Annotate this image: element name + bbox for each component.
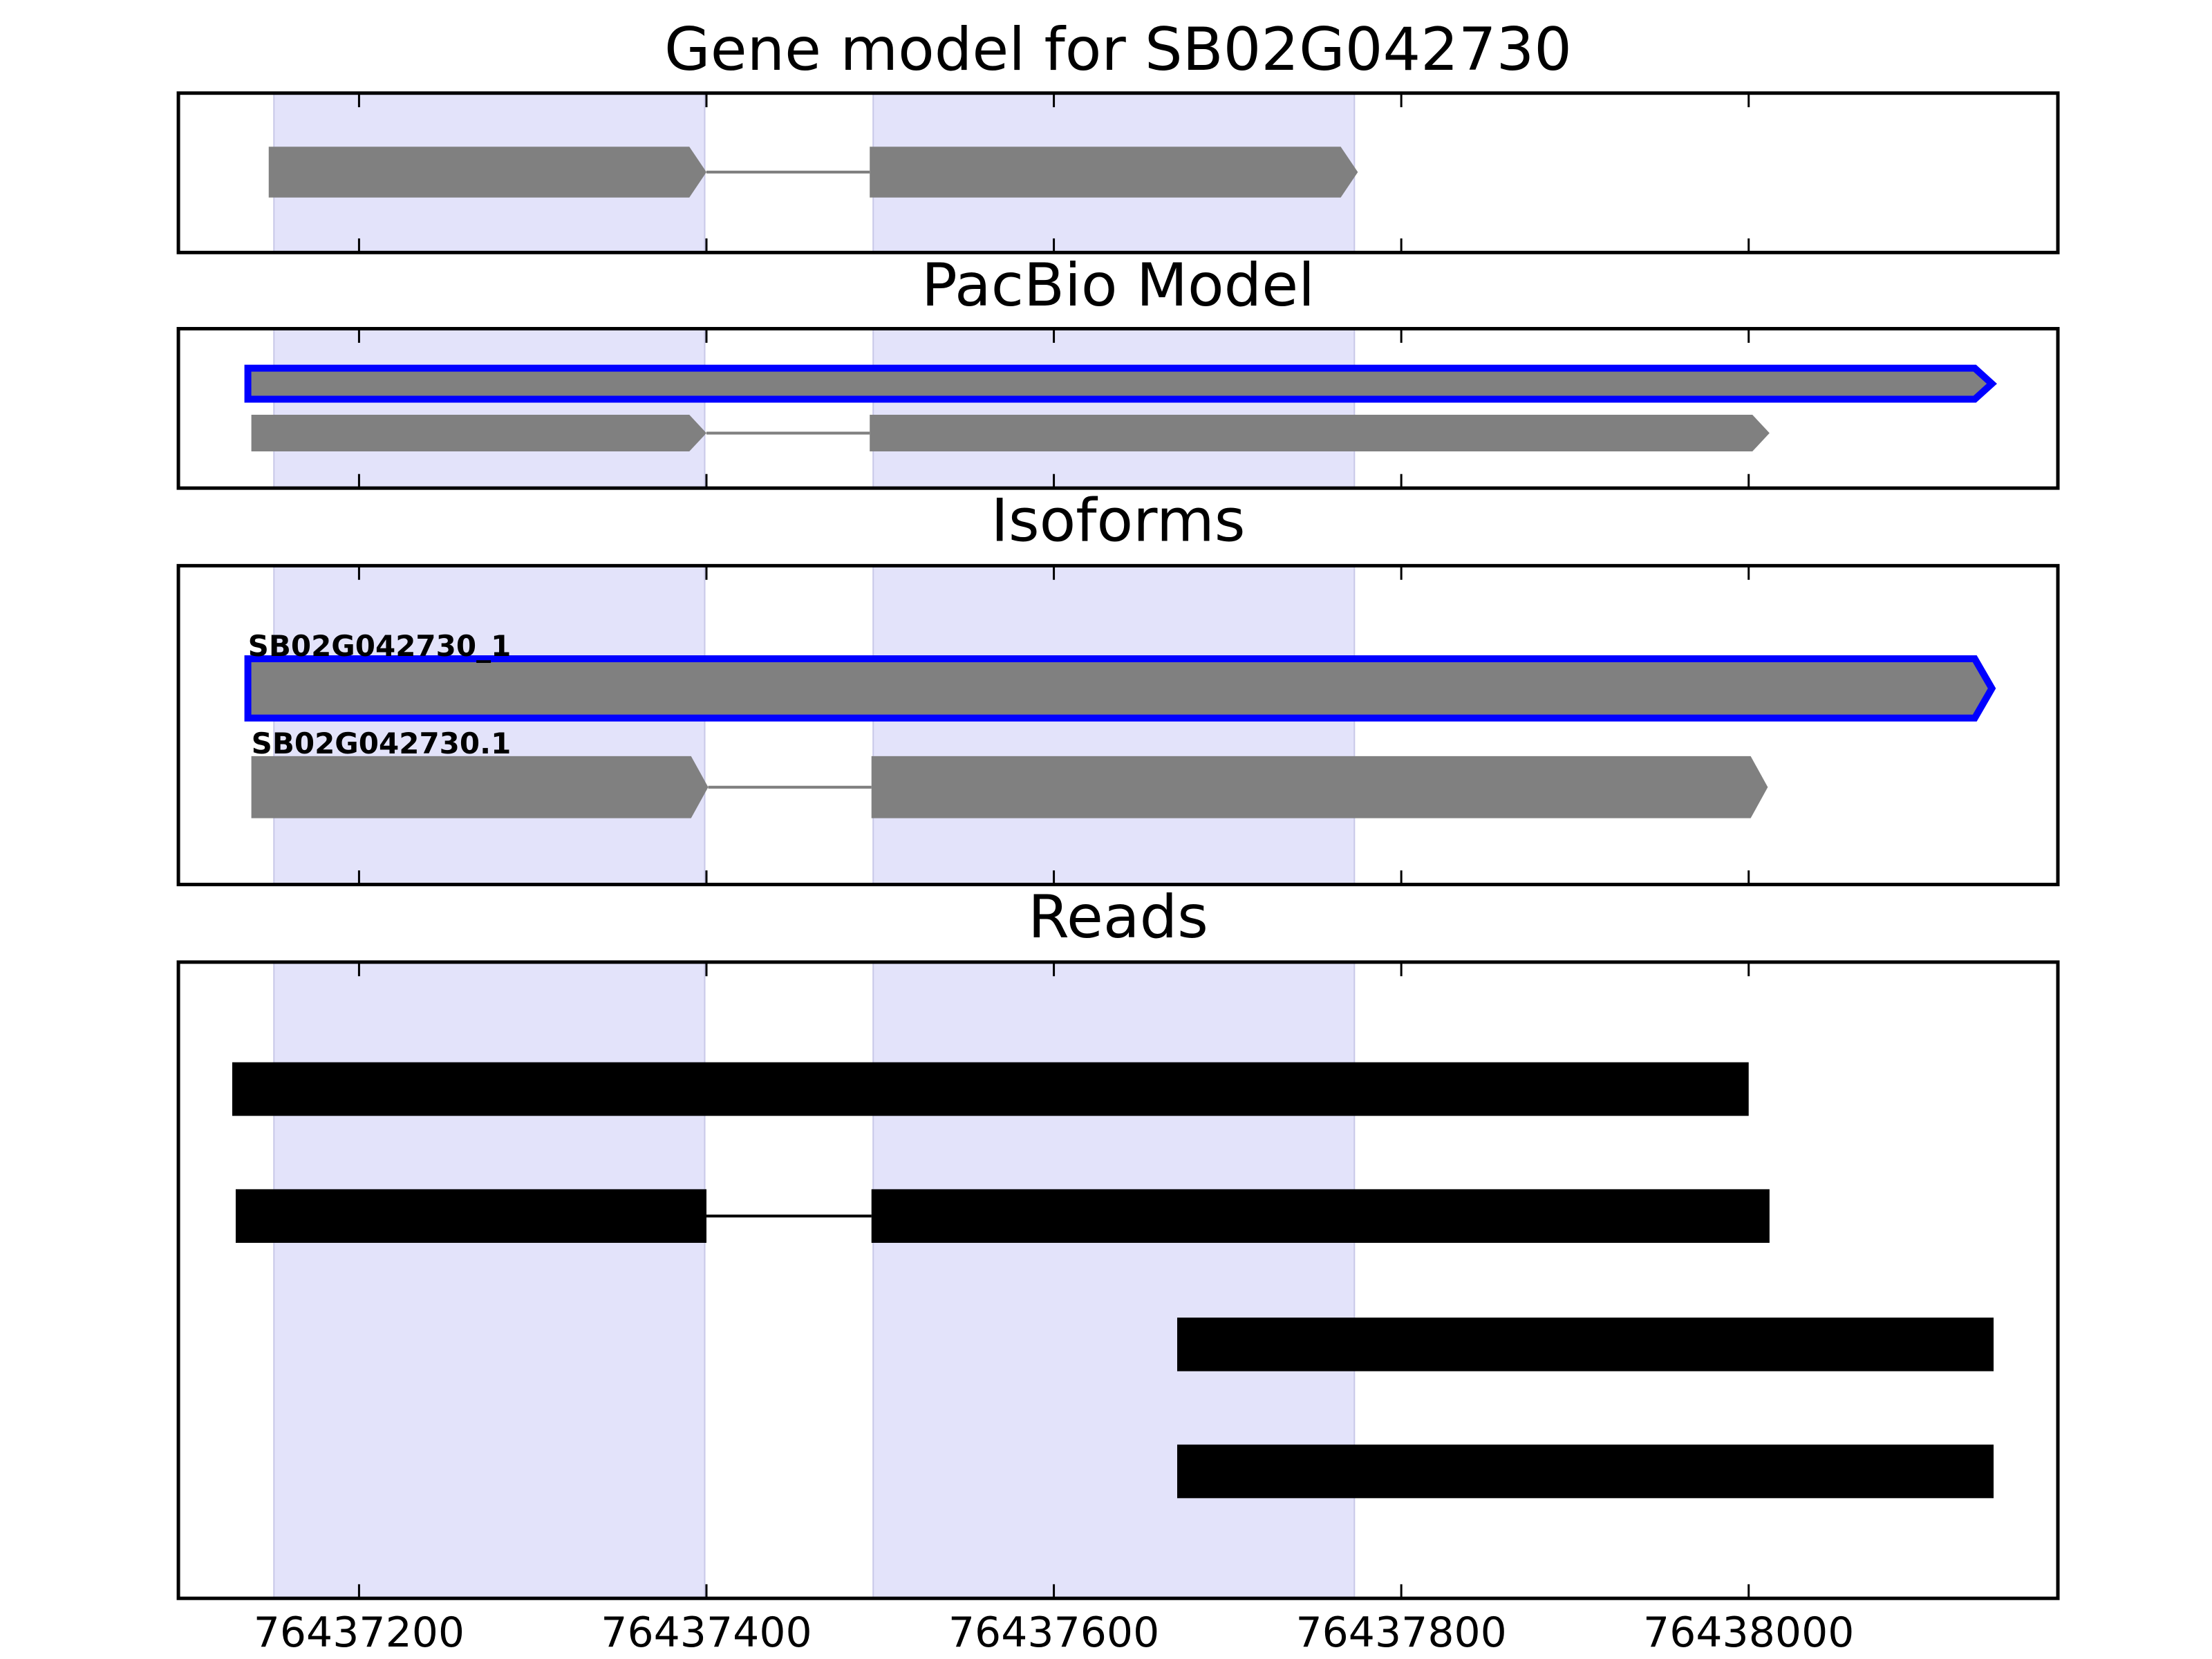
exon [251,756,709,818]
exon [268,147,706,198]
panel-title: Reads [1028,883,1208,952]
panel-frame [176,563,2060,887]
exon-highlight [273,565,706,885]
panel-title: Gene model for SB02G042730 [664,15,1572,84]
x-tick-label: 76438000 [1643,1609,1854,1657]
x-tick-label: 76437600 [948,1609,1159,1657]
exon-highlight [273,961,706,1600]
panel-frame [176,960,2060,1600]
exon [871,1189,1770,1243]
panel-frame [176,327,2060,490]
exon-highlight [872,961,1356,1600]
exon [1177,1318,1994,1371]
exon [244,655,1996,722]
panel-title: PacBio Model [921,251,1315,320]
panel-frame [176,91,2060,254]
exon [1177,1444,1994,1499]
exon [235,1189,706,1243]
x-tick-label: 76437200 [254,1609,465,1657]
isoform-label: SB02G042730_1 [248,629,512,663]
exon-highlight [872,328,1356,489]
exon [232,1062,1749,1116]
x-tick-label: 76437800 [1295,1609,1506,1657]
exon [870,415,1770,452]
exon [244,364,1997,403]
exon [871,756,1768,818]
x-tick-label: 76437400 [601,1609,812,1657]
exon-highlight [872,565,1356,885]
isoform-label: SB02G042730.1 [252,727,512,760]
panel-title: Isoforms [991,487,1245,556]
exon [251,415,706,452]
exon [870,147,1358,198]
exon-highlight [273,328,706,489]
